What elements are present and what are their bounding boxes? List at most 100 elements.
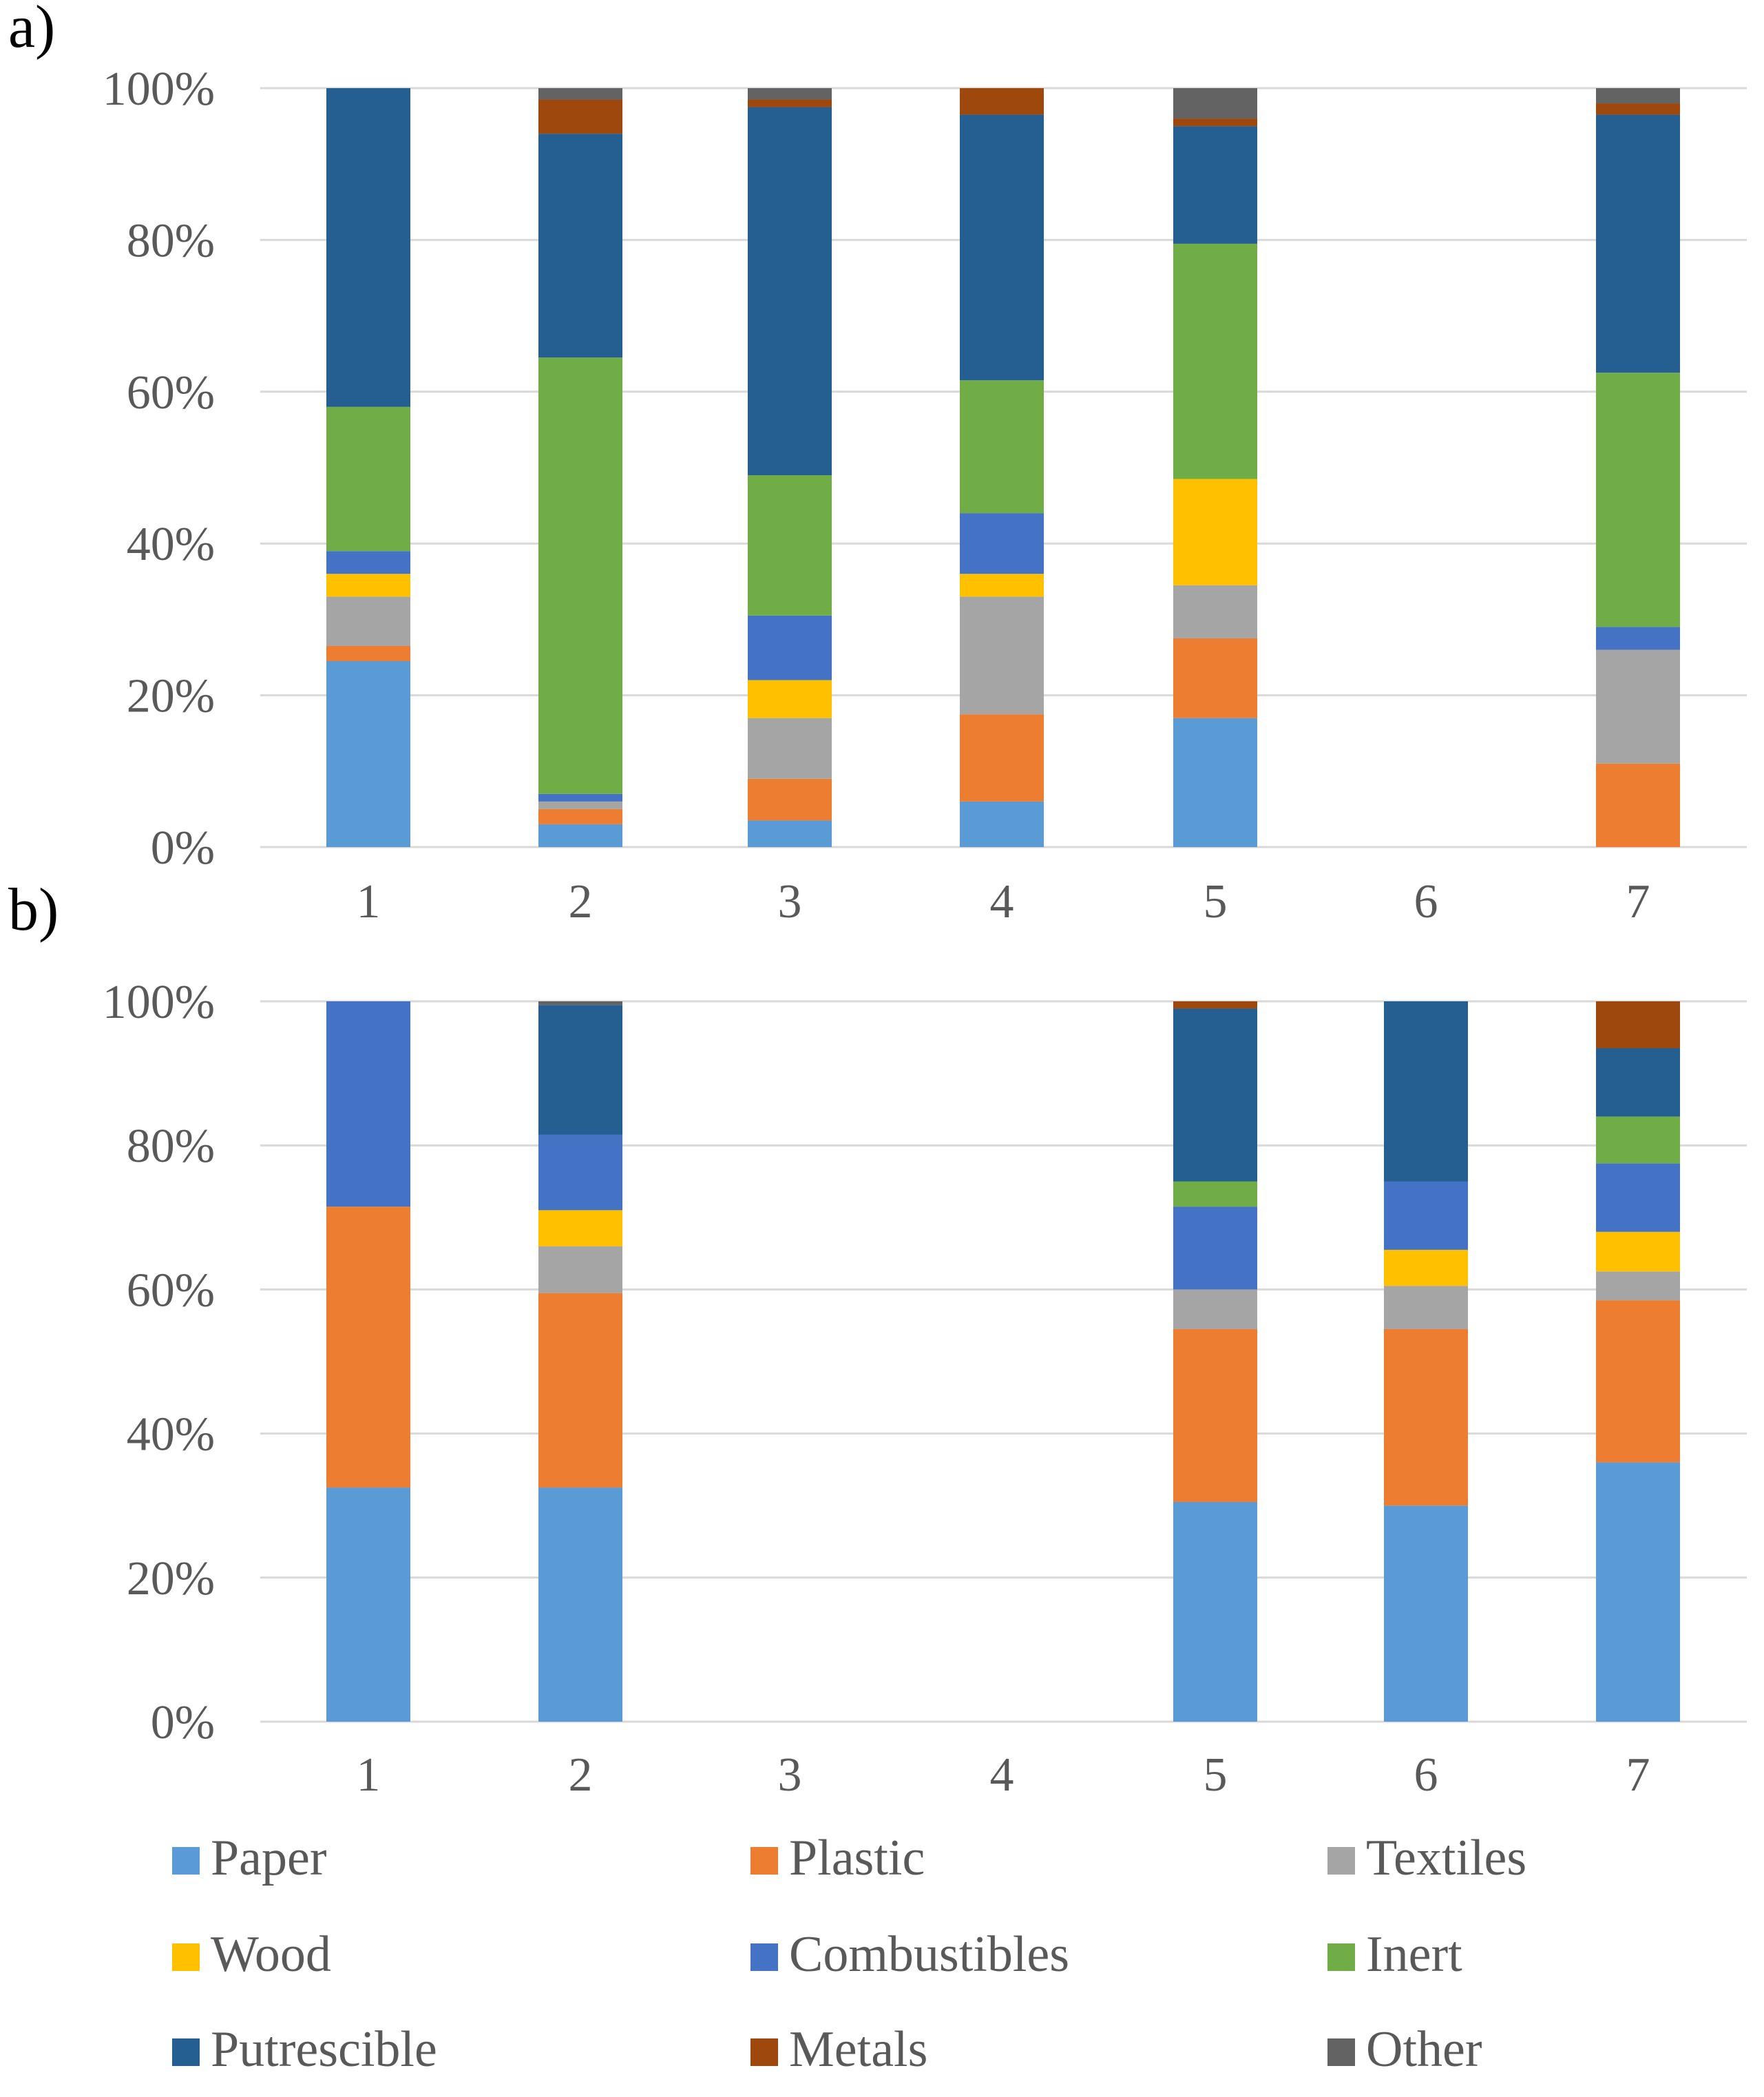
legend-label-metals: Metals: [789, 2021, 927, 2078]
legend-label-other: Other: [1366, 2021, 1482, 2078]
bar-segment-plastic-2: [538, 1293, 622, 1488]
x-tick-label: 7: [1626, 875, 1650, 928]
panel-label: a): [8, 0, 55, 61]
bar-segment-metals-4: [960, 88, 1044, 115]
bar-segment-paper-7: [1596, 1462, 1680, 1722]
y-tick-label: 0%: [151, 822, 215, 875]
bar-segment-textiles-3: [748, 718, 832, 779]
bar-segment-combustibles-6: [1384, 1181, 1468, 1250]
bar-segment-metals-2: [538, 99, 622, 134]
y-tick-label: 100%: [103, 976, 215, 1029]
bar-segment-combustibles-7: [1596, 627, 1680, 650]
bar-segment-plastic-6: [1384, 1328, 1468, 1506]
bar-segment-putrescible-7: [1596, 1047, 1680, 1117]
legend-swatch-textiles: [1327, 1847, 1355, 1875]
legend-swatch-other: [1327, 2038, 1355, 2066]
bar-segment-combustibles-3: [748, 615, 832, 680]
bar-segment-combustibles-5: [1173, 1207, 1257, 1290]
bar-segment-paper-2: [538, 1488, 622, 1722]
bar-segment-combustibles-2: [538, 1134, 622, 1211]
x-tick-label: 1: [357, 875, 381, 928]
y-tick-label: 80%: [127, 1120, 215, 1173]
x-tick-label: 6: [1414, 1749, 1438, 1802]
bar-segment-paper-5: [1173, 718, 1257, 847]
bar-segment-plastic-7: [1596, 763, 1680, 847]
y-tick-label: 40%: [127, 1408, 215, 1461]
bar-segment-plastic-1: [326, 1207, 410, 1488]
legend-label-textiles: Textiles: [1366, 1830, 1526, 1886]
x-tick-label: 5: [1204, 1749, 1228, 1802]
bar-segment-textiles-2: [538, 801, 622, 809]
y-tick-label: 0%: [151, 1696, 215, 1749]
bar-segment-inert-2: [538, 357, 622, 794]
bar-segment-putrescible-6: [1384, 1001, 1468, 1182]
legend: Paper Plastic Textiles Wood Combustibles Iner…: [172, 1830, 1526, 2078]
legend-swatch-plastic: [750, 1847, 778, 1875]
legend-label-inert: Inert: [1366, 1926, 1462, 1983]
bar-segment-paper-4: [960, 801, 1044, 847]
bar-segment-paper-6: [1384, 1505, 1468, 1722]
panel-b: 0% 20% 40% 60% 80% 100% 1 2 3 4 5 6 7 b): [8, 877, 1747, 1802]
legend-swatch-paper: [172, 1847, 200, 1875]
bar-segment-paper-5: [1173, 1501, 1257, 1722]
bar-segment-wood-2: [538, 1210, 622, 1246]
y-tick-label: 20%: [127, 1552, 215, 1605]
bar-segment-inert-3: [748, 475, 832, 616]
bar-segment-putrescible-5: [1173, 126, 1257, 244]
bar-segment-wood-7: [1596, 1231, 1680, 1272]
bar-segment-textiles-7: [1596, 649, 1680, 764]
bar-segment-wood-5: [1173, 479, 1257, 585]
bar-segment-plastic-5: [1173, 638, 1257, 718]
x-tick-label: 6: [1414, 875, 1438, 928]
bar-segment-textiles-6: [1384, 1286, 1468, 1329]
bar-segment-plastic-3: [748, 778, 832, 821]
bar-segment-putrescible-1: [326, 88, 410, 407]
bar-segment-textiles-5: [1173, 1289, 1257, 1329]
x-tick-label: 3: [778, 875, 802, 928]
bar-segment-metals-5: [1173, 118, 1257, 127]
legend-label-paper: Paper: [211, 1830, 327, 1886]
bar-segment-other-2: [538, 1001, 622, 1005]
bar-segment-combustibles-1: [326, 551, 410, 574]
bar-segment-combustibles-1: [326, 1001, 410, 1207]
y-tick-label: 40%: [127, 518, 215, 571]
bar-segment-paper-1: [326, 661, 410, 847]
bar-segment-plastic-2: [538, 808, 622, 824]
legend-label-putrescible: Putrescible: [211, 2021, 437, 2078]
x-tick-label: 4: [990, 875, 1014, 928]
bar-segment-putrescible-4: [960, 114, 1044, 381]
legend-swatch-putrescible: [172, 2038, 200, 2066]
bar-segment-textiles-1: [326, 596, 410, 646]
bar-segment-inert-4: [960, 380, 1044, 514]
bar-segment-paper-2: [538, 824, 622, 847]
bar-segment-wood-3: [748, 680, 832, 718]
panel-label: b): [8, 877, 59, 943]
bar-segment-wood-4: [960, 574, 1044, 597]
bar-segment-inert-1: [326, 406, 410, 552]
bar-segment-textiles-5: [1173, 585, 1257, 638]
y-tick-label: 80%: [127, 214, 215, 267]
bar-segment-putrescible-2: [538, 1005, 622, 1135]
y-tick-label: 60%: [127, 1264, 215, 1317]
bar-segment-putrescible-5: [1173, 1008, 1257, 1182]
bar-segment-metals-3: [748, 99, 832, 107]
bar-segment-combustibles-7: [1596, 1163, 1680, 1232]
panel-a: 0% 20% 40% 60% 80% 100% 1 2 3 4 5 6 7 a): [8, 0, 1747, 928]
bar-segment-other-3: [748, 88, 832, 100]
bar-segment-metals-7: [1596, 1001, 1680, 1048]
bar-segment-other-2: [538, 88, 622, 100]
bar-segment-other-5: [1173, 88, 1257, 119]
y-tick-label: 60%: [127, 366, 215, 419]
bar-segment-combustibles-4: [960, 513, 1044, 574]
bar-segment-textiles-7: [1596, 1271, 1680, 1301]
bar-segment-plastic-7: [1596, 1300, 1680, 1463]
bar-segment-putrescible-7: [1596, 114, 1680, 373]
bar-segment-inert-7: [1596, 373, 1680, 627]
y-tick-label: 20%: [127, 670, 215, 723]
bar-segment-combustibles-2: [538, 793, 622, 802]
bar-segment-wood-6: [1384, 1249, 1468, 1286]
x-tick-label: 2: [569, 1749, 593, 1802]
bar-segment-textiles-2: [538, 1246, 622, 1293]
x-tick-label: 2: [569, 875, 593, 928]
